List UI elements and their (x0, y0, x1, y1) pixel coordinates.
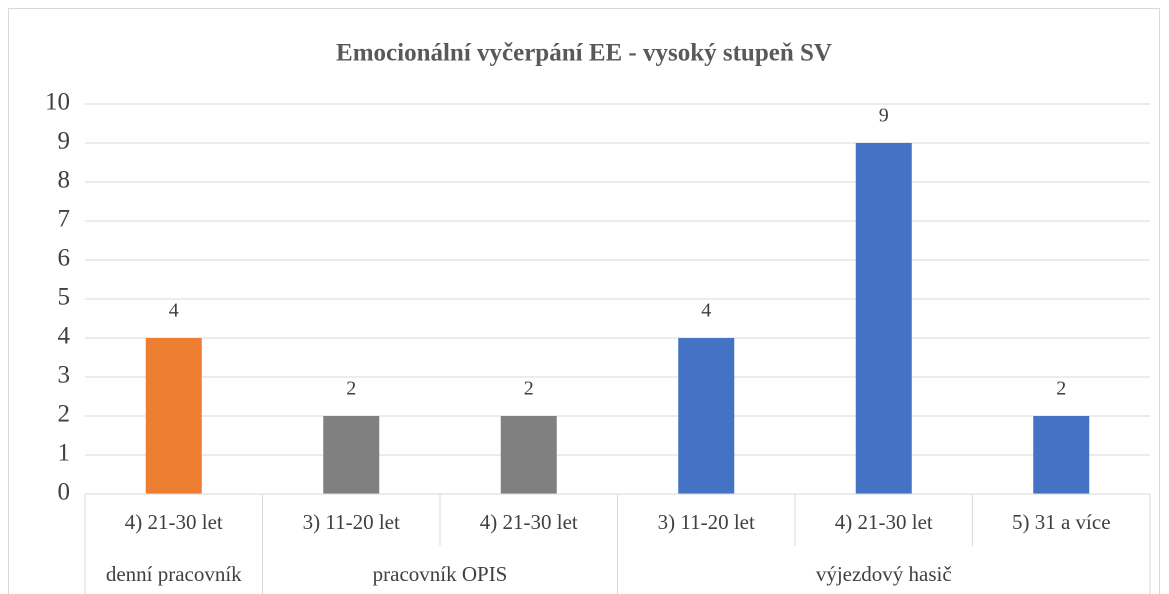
data-label: 2 (524, 378, 534, 400)
data-label: 9 (879, 105, 889, 127)
x-tick-label: 4) 21-30 let (480, 510, 578, 534)
data-label: 2 (346, 378, 356, 400)
bar (500, 416, 557, 494)
x-tick-label: 3) 11-20 let (303, 510, 400, 534)
bar (678, 338, 735, 494)
y-tick-label: 6 (58, 245, 71, 272)
bar (323, 416, 380, 494)
y-tick-label: 3 (58, 362, 71, 389)
y-tick-label: 1 (58, 440, 71, 467)
y-tick-label: 10 (45, 89, 70, 116)
bar (145, 338, 202, 494)
data-label: 4 (701, 300, 711, 322)
group-label: pracovník OPIS (373, 562, 508, 586)
y-tick-label: 0 (58, 479, 71, 506)
chart-title: Emocionální vyčerpání EE - vysoký stupeň… (336, 40, 832, 67)
x-tick-label: 5) 31 a více (1012, 510, 1111, 534)
y-tick-label: 7 (58, 206, 71, 233)
chart-border (8, 8, 1160, 594)
bar (1033, 416, 1090, 494)
group-label: výjezdový hasič (816, 562, 952, 586)
x-tick-label: 4) 21-30 let (125, 510, 223, 534)
group-label: denní pracovník (106, 562, 242, 586)
x-tick-label: 3) 11-20 let (658, 510, 755, 534)
y-tick-label: 9 (58, 128, 71, 155)
data-label: 2 (1056, 378, 1066, 400)
x-tick-label: 4) 21-30 let (835, 510, 933, 534)
y-tick-label: 8 (58, 167, 71, 194)
bar (855, 143, 912, 494)
data-label: 4 (169, 300, 179, 322)
y-tick-label: 2 (58, 401, 71, 428)
y-tick-label: 5 (58, 284, 71, 311)
y-tick-label: 4 (58, 323, 71, 350)
